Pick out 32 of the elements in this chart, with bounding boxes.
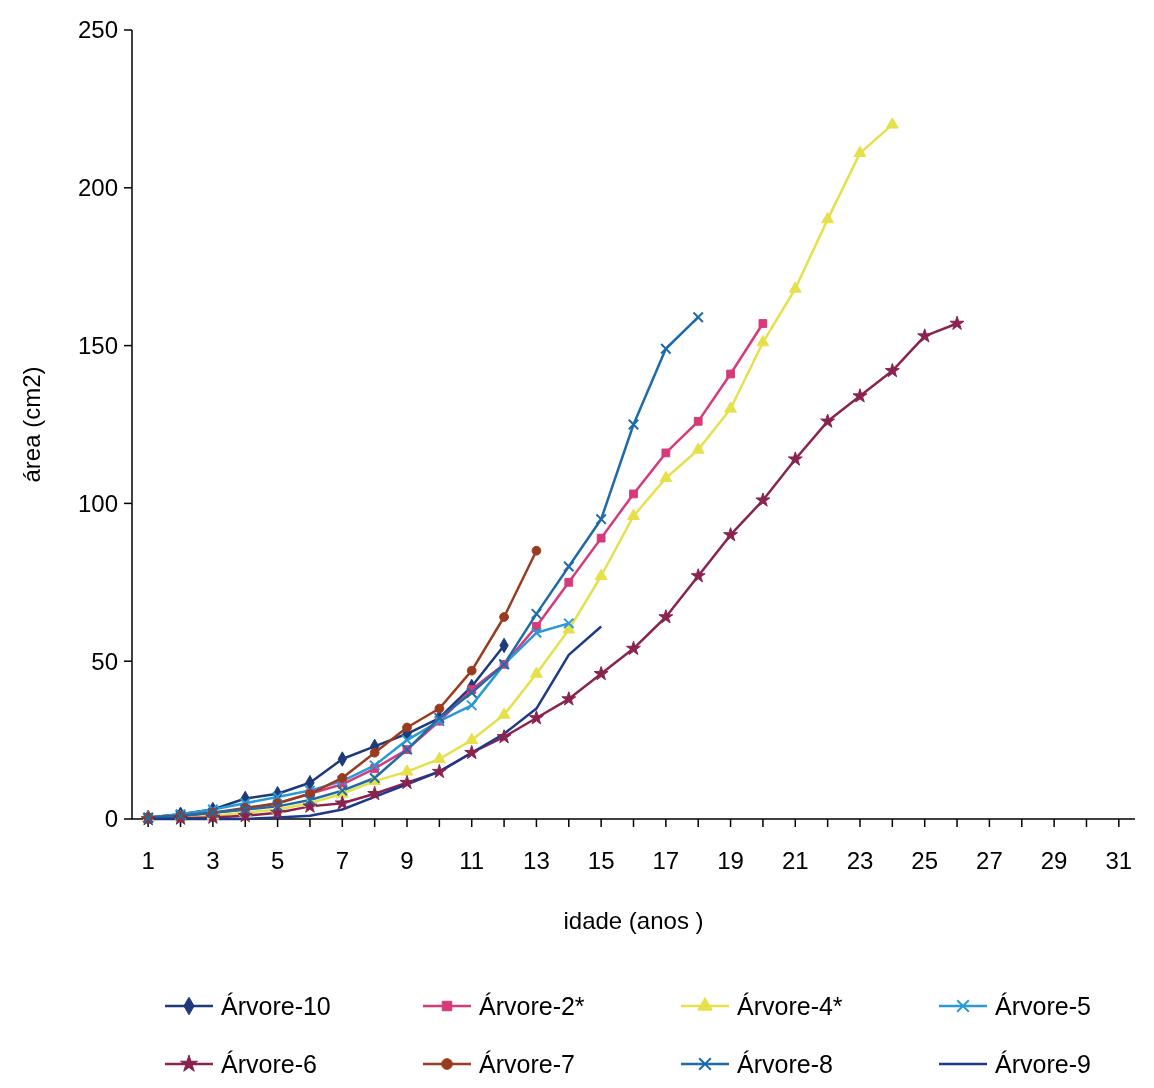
x-tick-label: 21 (781, 847, 809, 874)
legend-label: Árvore-5 (995, 991, 1091, 1020)
x-tick-label: 13 (523, 847, 550, 874)
x-tick-label: 25 (911, 847, 939, 874)
legend-label: Árvore-9 (995, 1049, 1091, 1078)
x-tick-label: 27 (976, 847, 1003, 874)
y-axis-title: área (cm2) (18, 366, 45, 483)
x-tick-label: 3 (206, 847, 220, 874)
y-tick-label: 0 (104, 805, 118, 833)
x-tick-label: 15 (587, 847, 615, 874)
y-tick-label: 200 (77, 174, 118, 202)
y-tick-label: 100 (77, 489, 118, 517)
y-tick-label: 50 (91, 647, 118, 675)
y-tick-label: 250 (77, 16, 118, 44)
x-tick-label: 23 (846, 847, 874, 874)
x-tick-label: 9 (400, 847, 414, 874)
x-tick-label: 29 (1040, 847, 1068, 874)
x-tick-label: 17 (652, 847, 680, 874)
x-tick-label: 7 (335, 847, 349, 874)
legend-label: Árvore-10 (221, 991, 331, 1020)
x-axis-title: idade (anos ) (563, 907, 704, 934)
legend-label: Árvore-4* (737, 991, 843, 1020)
x-tick-label: 19 (717, 847, 744, 874)
y-tick-label: 150 (77, 332, 118, 359)
x-tick-label: 31 (1105, 847, 1133, 874)
legend-label: Árvore-7 (479, 1049, 575, 1078)
legend-label: Árvore-2* (479, 991, 585, 1020)
legend-label: Árvore-6 (221, 1049, 317, 1078)
x-tick-label: 5 (270, 847, 285, 874)
x-tick-label: 1 (141, 847, 155, 874)
legend-label: Árvore-8 (737, 1049, 833, 1078)
x-tick-label: 11 (459, 847, 485, 874)
